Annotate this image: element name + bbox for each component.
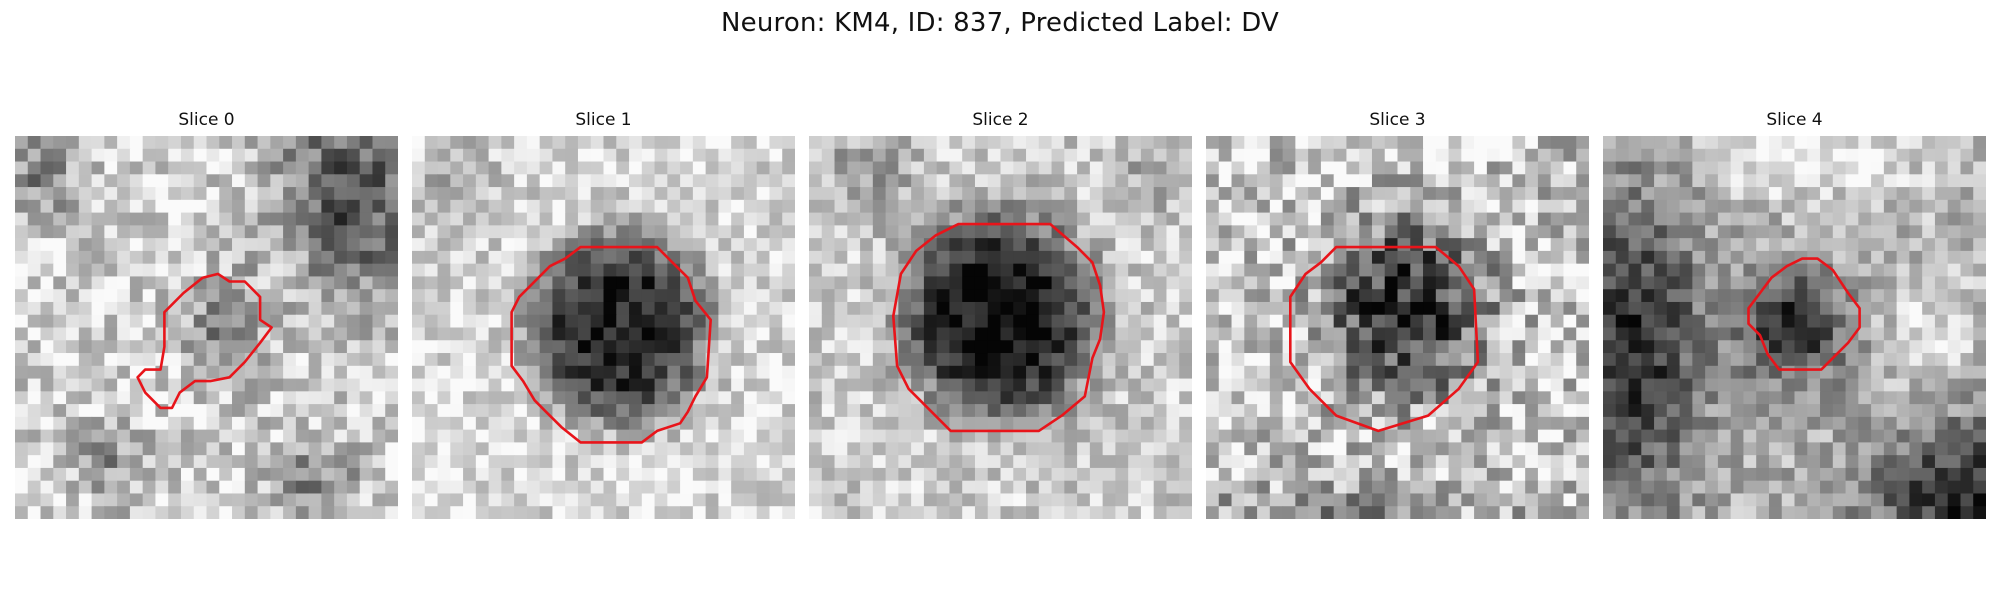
segmentation-contour: [1747, 257, 1861, 371]
figure-title: Neuron: KM4, ID: 837, Predicted Label: D…: [721, 8, 1279, 38]
slice-panel-1: Slice 1: [412, 108, 795, 519]
slice-panel-4: Slice 4: [1603, 108, 1986, 519]
pixel-grid: [412, 136, 795, 519]
slice-panel-3: Slice 3: [1206, 108, 1589, 519]
slice-title: Slice 2: [972, 110, 1029, 130]
slice-image-4: [1603, 136, 1986, 519]
slice-panel-0: Slice 0: [15, 108, 398, 519]
slice-title: Slice 4: [1766, 110, 1823, 130]
slice-image-2: [809, 136, 1192, 519]
segmentation-contour: [892, 222, 1106, 433]
slice-image-0: [15, 136, 398, 519]
slice-title: Slice 0: [178, 110, 235, 130]
pixel-grid: [15, 136, 398, 519]
pixel-grid: [1603, 136, 1986, 519]
slice-title: Slice 3: [1369, 110, 1426, 130]
slice-image-3: [1206, 136, 1589, 519]
pixel-grid: [1206, 136, 1589, 519]
segmentation-contour: [1289, 245, 1480, 433]
slice-image-1: [412, 136, 795, 519]
segmentation-contour: [136, 272, 273, 410]
slice-panel-2: Slice 2: [809, 108, 1192, 519]
slice-title: Slice 1: [575, 110, 632, 130]
pixel-grid: [809, 136, 1192, 519]
segmentation-contour: [510, 245, 713, 444]
